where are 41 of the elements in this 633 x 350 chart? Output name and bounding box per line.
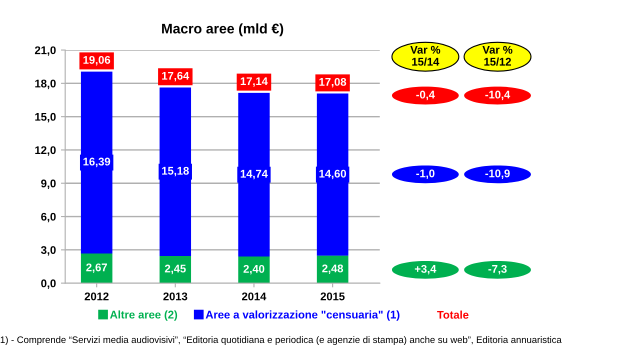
y-tick-label: 9,0 <box>41 180 56 189</box>
data-label: 14,74 <box>240 170 268 180</box>
legend-label: Aree a valorizzazione "censuaria" (1) <box>206 310 400 321</box>
text: Totale <box>437 310 468 319</box>
y-tick-label: 3,0 <box>40 246 56 256</box>
bar <box>238 92 270 257</box>
total-label: 17,64 <box>162 72 190 82</box>
x-tick-label: 2015 <box>320 292 345 300</box>
text: Var % 15/14 <box>410 46 440 66</box>
text: -10,4 <box>485 90 510 100</box>
data-label: 2,40 <box>244 264 264 274</box>
text: +3,4 <box>414 264 436 274</box>
data-label: 15,18 <box>162 166 189 176</box>
chart-title: Macro aree (mld €) <box>162 23 284 36</box>
bar <box>160 87 192 256</box>
data-label: 16,39 <box>83 158 110 168</box>
legend-label: Altre aree (2) <box>110 310 178 321</box>
text: -10,9 <box>485 169 510 179</box>
y-tick-label: 6,0 <box>41 212 56 222</box>
x-tick-label: 2014 <box>242 292 266 300</box>
data-label: 2,45 <box>164 264 186 274</box>
x-tick-label: 2013 <box>163 292 188 300</box>
y-tick-label: 21,0 <box>34 46 56 56</box>
y-tick-label: 15,0 <box>35 112 56 122</box>
bar <box>316 94 348 256</box>
total-label: 17,14 <box>240 77 268 87</box>
y-tick-label: 18,0 <box>35 80 56 90</box>
total-label: 19,06 <box>83 56 110 66</box>
text: -1,0 <box>416 169 434 179</box>
data-label: 2,67 <box>86 263 107 273</box>
total-label: 17,08 <box>319 78 346 88</box>
data-label: 14,60 <box>319 170 346 180</box>
bar <box>80 72 112 254</box>
data-label: 2,48 <box>322 264 344 274</box>
y-tick-label: 0,0 <box>41 279 56 289</box>
text: -0,4 <box>416 90 435 100</box>
text: -7,3 <box>488 264 507 274</box>
text: 1) - Comprende “Servizi media audiovisivi”, “Editoria quotidiana e periodica (e agenzie di stampa) anche su web”, Editoria annuaristica <box>0 336 562 345</box>
y-tick-label: 12,0 <box>35 146 56 156</box>
x-tick-label: 2012 <box>84 292 109 300</box>
text: Var % 15/12 <box>482 46 512 66</box>
